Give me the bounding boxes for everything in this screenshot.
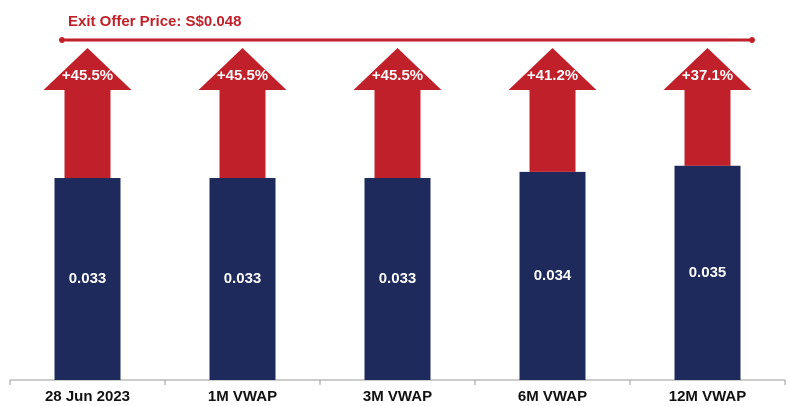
- premium-label: +37.1%: [682, 67, 733, 84]
- premium-arrow: [198, 48, 287, 179]
- premium-arrow: [353, 48, 442, 179]
- bar: [674, 165, 741, 380]
- bar-label: 0.033: [69, 270, 107, 287]
- x-tick-label: 28 Jun 2023: [45, 388, 130, 405]
- offer-line-end: [749, 37, 755, 43]
- bar-label: 0.035: [689, 264, 727, 281]
- bar: [209, 178, 276, 380]
- bar: [364, 178, 431, 380]
- premium-label: +45.5%: [372, 67, 423, 84]
- bar: [54, 178, 121, 380]
- offer-line-end: [59, 37, 65, 43]
- bar-label: 0.034: [534, 267, 572, 284]
- bar-label: 0.033: [224, 270, 262, 287]
- premium-label: +45.5%: [62, 67, 113, 84]
- premium-arrow: [43, 48, 132, 179]
- premium-arrow: [663, 48, 752, 166]
- premium-label: +41.2%: [527, 67, 578, 84]
- x-tick-label: 6M VWAP: [518, 388, 587, 405]
- bar: [519, 171, 586, 380]
- bar-label: 0.033: [379, 270, 417, 287]
- chart-title: Exit Offer Price: S$0.048: [68, 13, 241, 30]
- premium-arrow: [508, 48, 597, 172]
- premium-label: +45.5%: [217, 67, 268, 84]
- x-tick-label: 12M VWAP: [669, 388, 747, 405]
- x-tick-label: 3M VWAP: [363, 388, 432, 405]
- x-tick-label: 1M VWAP: [208, 388, 277, 405]
